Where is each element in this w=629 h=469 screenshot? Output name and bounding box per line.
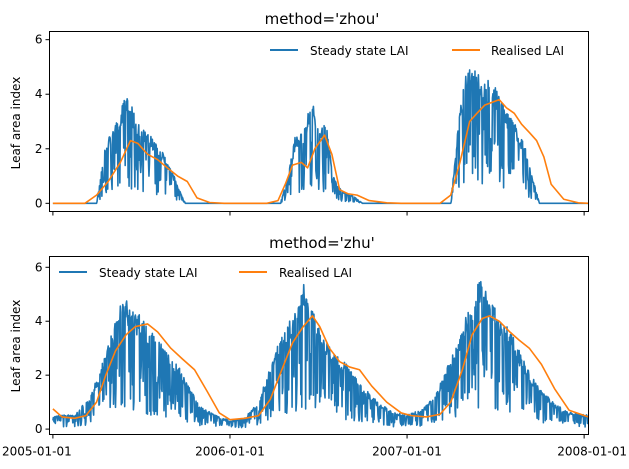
series-line-realised	[52, 98, 589, 205]
legend-label-steady: Steady state LAI	[99, 266, 198, 280]
axes-frame	[49, 256, 589, 435]
x-tick-label: 2007-01-01	[372, 445, 442, 459]
y-tick-label: 2	[35, 142, 43, 156]
y-tick-label: 6	[35, 33, 43, 47]
y-axis-label: Leaf area index	[9, 300, 23, 393]
y-tick-label: 6	[35, 260, 43, 274]
chart-title: method='zhu'	[269, 234, 375, 252]
x-tick-label: 2006-01-01	[195, 445, 265, 459]
y-tick-label: 0	[35, 196, 43, 210]
y-ticks: 0 2 4 6	[35, 260, 50, 436]
y-tick-label: 0	[35, 422, 43, 436]
series-line-realised	[52, 315, 589, 421]
x-tick-label: 2008-01-01	[557, 445, 627, 459]
legend-label-steady: Steady state LAI	[310, 44, 409, 58]
y-axis-label: Leaf area index	[9, 77, 23, 170]
x-tick-label: 2005-01-01	[2, 445, 72, 459]
y-tick-label: 2	[35, 368, 43, 382]
series-line-steady	[52, 280, 589, 429]
y-tick-label: 4	[35, 87, 43, 101]
legend: Steady state LAI Realised LAI	[59, 266, 352, 280]
series-line-steady	[52, 69, 589, 205]
legend-label-realised: Realised LAI	[491, 44, 564, 58]
axes-frame	[49, 31, 589, 212]
legend-label-realised: Realised LAI	[279, 266, 352, 280]
chart-title: method='zhou'	[265, 10, 380, 28]
y-tick-label: 4	[35, 314, 43, 328]
y-ticks: 0 2 4 6	[35, 33, 50, 210]
legend: Steady state LAI Realised LAI	[270, 44, 564, 58]
chart-zhu: method='zhu' Leaf area index 0 2 4 6 2005-0…	[2, 234, 627, 459]
chart-zhou: method='zhou' Leaf area index 0 2 4 6 Stead…	[9, 10, 589, 216]
x-ticks	[52, 211, 585, 216]
x-ticks: 2005-01-01 2006-01-01 2007-01-01 2008-01-01	[2, 434, 627, 459]
